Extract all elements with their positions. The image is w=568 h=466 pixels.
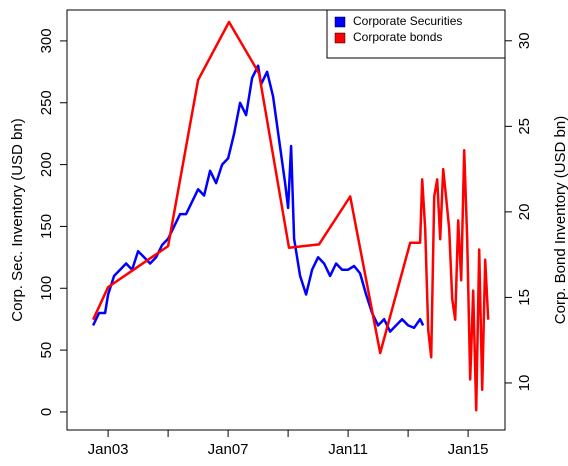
x-tick-label: Jan07	[208, 441, 249, 458]
y2-tick-label: 25	[516, 118, 533, 135]
legend: Corporate Securities Corporate bonds	[326, 9, 506, 59]
y2-tick-label: 10	[516, 375, 533, 392]
legend-label: Corporate bonds	[353, 30, 442, 44]
y-tick-label: 100	[38, 276, 55, 301]
series-line	[91, 20, 490, 412]
y-axis-label: Corp. Sec. Inventory (USD bn)	[9, 118, 26, 321]
legend-label: Corporate Securities	[353, 14, 462, 28]
x-tick-label: Jan15	[448, 441, 489, 458]
y-tick-label: 250	[38, 90, 55, 115]
y2-tick-label: 30	[516, 32, 533, 49]
y-tick-label: 150	[38, 214, 55, 239]
y2-tick-label: 20	[516, 204, 533, 221]
legend-box	[326, 9, 506, 59]
series-line	[91, 64, 425, 333]
y2-tick-label: 15	[516, 289, 533, 306]
x-tick-label: Jan03	[88, 441, 129, 458]
y-tick-label: 50	[38, 342, 55, 359]
legend-swatch	[334, 32, 346, 44]
plot-frame	[66, 9, 506, 431]
y-tick-label: 200	[38, 152, 55, 177]
y-tick-label: 0	[38, 408, 55, 416]
x-tick-label: Jan11	[328, 441, 368, 458]
y2-axis-label: Corp. Bond Inventory (USD bn)	[552, 116, 568, 324]
legend-swatch	[334, 16, 346, 28]
y-tick-label: 300	[38, 28, 55, 53]
